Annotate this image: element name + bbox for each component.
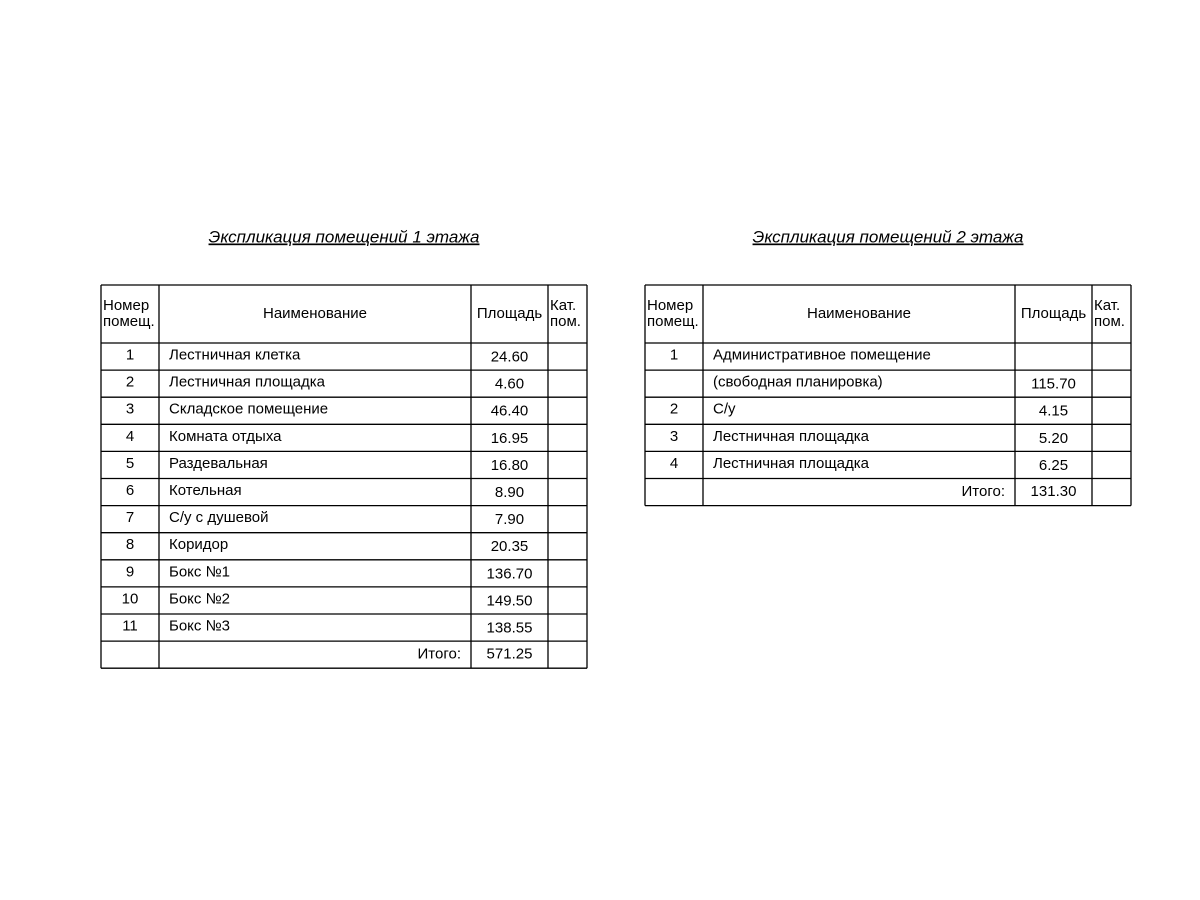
room-name: Лестничная клетка [169,347,301,364]
room-name: Лестничная площадка [169,374,326,391]
header-cell: Номер [103,297,149,314]
room-name: Раздевальная [169,455,268,472]
room-area: 5.20 [1039,430,1068,447]
room-name: Бокс №1 [169,563,230,580]
room-area: 115.70 [1031,376,1076,393]
room-number: 2 [670,401,678,418]
room-name: Бокс №3 [169,618,230,635]
total-value: 131.30 [1031,483,1077,500]
header-cell: Площадь [1021,305,1086,322]
room-name: Бокс №2 [169,590,230,607]
room-number: 8 [126,536,134,553]
room-number: 7 [126,509,134,526]
room-area: 4.15 [1039,403,1068,420]
room-area: 138.55 [487,620,533,637]
header-cell: Наименование [807,305,911,322]
total-label: Итого: [418,646,461,663]
room-area: 46.40 [491,403,529,420]
header-cell: Номер [647,297,693,314]
room-number: 3 [670,428,678,445]
room-area: 4.60 [495,376,524,393]
room-number: 4 [670,455,678,472]
room-number: 5 [126,455,134,472]
room-number: 10 [122,590,139,607]
room-area: 24.60 [491,349,529,366]
room-number: 4 [126,428,134,445]
room-name: С/у с душевой [169,509,269,526]
room-area: 16.80 [491,457,529,474]
room-number: 6 [126,482,134,499]
total-label: Итого: [962,483,1005,500]
room-area: 8.90 [495,484,524,501]
room-number: 9 [126,563,134,580]
room-area: 149.50 [487,592,533,609]
table-title: Экспликация помещений 2 этажа [753,227,1024,246]
room-number: 3 [126,401,134,418]
room-number: 11 [122,618,138,635]
room-name: Комната отдыха [169,428,282,445]
room-area: 136.70 [487,565,533,582]
total-value: 571.25 [487,646,533,663]
room-name: Лестничная площадка [713,455,870,472]
header-cell: помещ. [103,313,155,330]
room-number: 2 [126,374,134,391]
header-cell: пом. [1094,313,1125,330]
room-name: (свободная планировка) [713,374,883,391]
room-area: 6.25 [1039,457,1068,474]
room-area: 16.95 [491,430,529,447]
room-number: 1 [670,347,678,364]
room-name: С/у [713,401,736,418]
room-name: Административное помещение [713,347,931,364]
room-name: Лестничная площадка [713,428,870,445]
header-cell: пом. [550,313,581,330]
header-cell: Площадь [477,305,542,322]
header-cell: Кат. [1094,297,1120,314]
room-area: 7.90 [495,511,524,528]
room-area: 20.35 [491,538,529,555]
room-number: 1 [126,347,134,364]
room-name: Складское помещение [169,401,328,418]
header-cell: Кат. [550,297,576,314]
room-name: Коридор [169,536,228,553]
room-name: Котельная [169,482,242,499]
table-title: Экспликация помещений 1 этажа [209,227,480,246]
header-cell: помещ. [647,313,699,330]
header-cell: Наименование [263,305,367,322]
